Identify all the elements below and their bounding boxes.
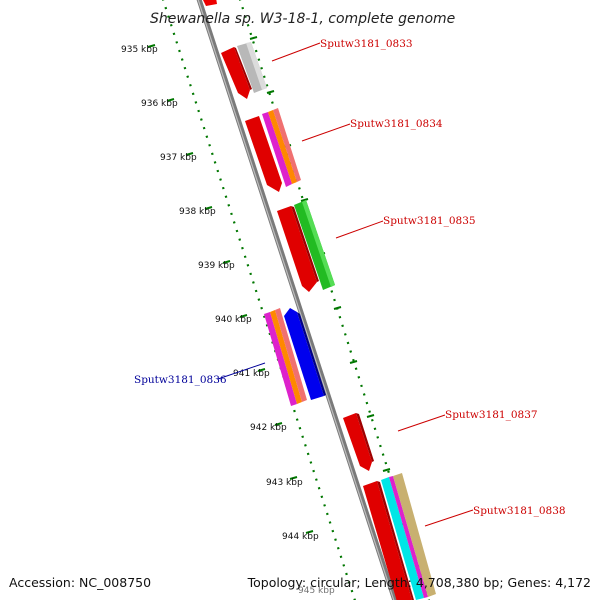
leader-line [301, 123, 351, 142]
gene-hit-magenta [264, 312, 297, 406]
ruler-major-tick [305, 530, 314, 534]
gene-hit-salmon [273, 108, 301, 182]
leader-line [217, 362, 266, 380]
gene-feature-top-partial [203, 0, 217, 6]
gene-hit-orange [270, 310, 302, 404]
ruler-major-tick [166, 98, 175, 102]
gene-arrow-red [363, 481, 412, 600]
kbp-label: 937 kbp [160, 153, 197, 163]
kbp-label: 943 kbp [266, 478, 303, 488]
ruler-major-tick [239, 314, 248, 318]
gene-label[interactable]: Sputw3181_0837 [445, 409, 538, 421]
ruler-major-tick [204, 206, 213, 210]
gene-features [203, 0, 436, 600]
gene-label[interactable]: Sputw3181_0833 [320, 38, 413, 50]
gene-arrow-red-shade [356, 413, 374, 462]
gene-arrow-red [221, 47, 250, 99]
gene-label[interactable]: Sputw3181_0835 [383, 215, 476, 227]
gene-labels: Sputw3181_0833 Sputw3181_0834 Sputw3181_… [134, 38, 566, 517]
genome-backbone-highlight [197, 0, 395, 600]
gene-label[interactable]: Sputw3181_0838 [473, 505, 566, 517]
ruler-major-tick [249, 36, 258, 40]
kbp-label: 939 kbp [198, 261, 235, 271]
gene-hit-magenta [389, 476, 428, 598]
kbp-label: 940 kbp [215, 315, 252, 325]
accession-text: Accession: NC_008750 [9, 575, 151, 590]
gene-arrow-red-shade [291, 206, 319, 282]
gene-arrow-blue-shade [297, 312, 326, 396]
kbp-label: 935 kbp [121, 45, 158, 55]
ruler-major-tick [147, 44, 156, 48]
gene-hit-salmon [275, 308, 307, 402]
gene-arrow-red-shade [377, 481, 414, 600]
gene-hit-green-light [302, 200, 335, 287]
ruler-major-tick [382, 468, 391, 472]
ruler-major-tick [185, 152, 194, 156]
kbp-label: 941 kbp [233, 369, 270, 379]
gene-label[interactable]: Sputw3181_0834 [350, 118, 443, 130]
kbp-label: 936 kbp [141, 99, 178, 109]
kbp-label: 945 kbp [298, 586, 335, 596]
ruler-major-tick [366, 414, 375, 418]
gene-arrow-blue [284, 308, 324, 400]
outer-ruler-line [162, 0, 356, 600]
ruler-major-tick [333, 306, 342, 310]
leader-line [424, 509, 474, 527]
gene-hit-khaki [393, 473, 436, 597]
genome-backbone [196, 0, 398, 600]
ruler-major-tick [222, 260, 231, 264]
kbp-labels: 935 kbp 936 kbp 937 kbp 938 kbp 939 kbp … [121, 45, 335, 596]
kbp-label: 942 kbp [250, 423, 287, 433]
ruler-major-tick [289, 476, 298, 480]
ruler-major-tick [274, 422, 283, 426]
gene-arrow-red [277, 206, 317, 292]
leader-line [271, 42, 321, 62]
gene-arrow-red-shade [234, 47, 252, 90]
gene-hit-orange [268, 110, 297, 184]
kbp-label: 938 kbp [179, 207, 216, 217]
label-leaders [217, 42, 474, 527]
track-area [164, 0, 454, 600]
kbp-label: 944 kbp [282, 532, 319, 542]
gene-arrow-red [343, 413, 372, 471]
ruler-major-tick [257, 368, 266, 372]
map-title: Shewanella sp. W3-18-1, complete genome [150, 11, 455, 27]
ruler-major-tick [266, 90, 275, 94]
leader-line [397, 414, 446, 432]
genome-summary-text: Topology: circular; Length: 4,708,380 bp… [247, 575, 591, 590]
leader-line [335, 220, 384, 239]
gene-arrow-red [245, 116, 282, 192]
gene-hit-cyan [381, 477, 424, 600]
ruler-major-tick [349, 360, 358, 364]
gene-hit-magenta [262, 112, 292, 187]
gene-hit-grey-light [246, 42, 267, 90]
ruler-major-tick [300, 198, 309, 202]
gene-label[interactable]: Sputw3181_0836 [134, 374, 227, 386]
